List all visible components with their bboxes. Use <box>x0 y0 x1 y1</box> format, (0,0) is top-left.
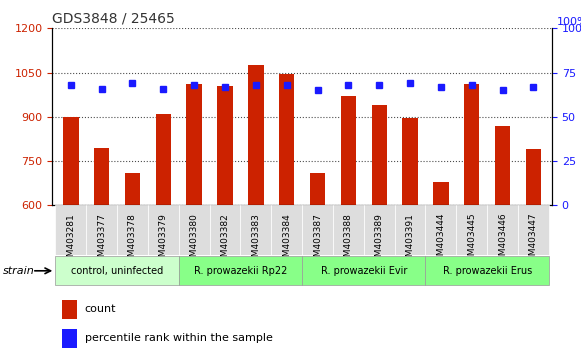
Text: GSM403445: GSM403445 <box>467 213 476 267</box>
Text: GSM403379: GSM403379 <box>159 213 168 268</box>
Bar <box>63 117 78 205</box>
FancyBboxPatch shape <box>425 205 456 255</box>
FancyBboxPatch shape <box>425 256 549 285</box>
Text: GSM403383: GSM403383 <box>252 213 260 268</box>
Text: count: count <box>85 304 116 314</box>
FancyBboxPatch shape <box>456 205 487 255</box>
FancyBboxPatch shape <box>148 205 179 255</box>
Text: GSM403382: GSM403382 <box>221 213 229 268</box>
Bar <box>156 114 171 205</box>
FancyBboxPatch shape <box>302 205 333 255</box>
Bar <box>125 173 140 205</box>
Bar <box>310 173 325 205</box>
Text: control, uninfected: control, uninfected <box>71 266 163 276</box>
Text: GSM403446: GSM403446 <box>498 213 507 267</box>
Bar <box>279 74 295 205</box>
Bar <box>248 65 264 205</box>
Text: 100%: 100% <box>557 17 581 27</box>
FancyBboxPatch shape <box>179 256 302 285</box>
FancyBboxPatch shape <box>86 205 117 255</box>
FancyBboxPatch shape <box>364 205 394 255</box>
FancyBboxPatch shape <box>210 205 241 255</box>
Text: R. prowazekii Rp22: R. prowazekii Rp22 <box>193 266 287 276</box>
Bar <box>403 118 418 205</box>
Bar <box>62 300 77 319</box>
Bar <box>217 86 233 205</box>
Text: GSM403388: GSM403388 <box>344 213 353 268</box>
FancyBboxPatch shape <box>394 205 425 255</box>
FancyBboxPatch shape <box>241 205 271 255</box>
FancyBboxPatch shape <box>518 205 549 255</box>
FancyBboxPatch shape <box>179 205 210 255</box>
Text: GSM403391: GSM403391 <box>406 213 415 268</box>
FancyBboxPatch shape <box>117 205 148 255</box>
Text: GSM403377: GSM403377 <box>97 213 106 268</box>
Bar <box>433 182 449 205</box>
Text: GSM403384: GSM403384 <box>282 213 291 268</box>
Text: R. prowazekii Evir: R. prowazekii Evir <box>321 266 407 276</box>
FancyBboxPatch shape <box>55 205 86 255</box>
Bar <box>526 149 541 205</box>
Bar <box>94 148 109 205</box>
Bar <box>187 84 202 205</box>
Text: GSM403444: GSM403444 <box>436 213 446 267</box>
Text: GDS3848 / 25465: GDS3848 / 25465 <box>52 12 175 26</box>
Bar <box>371 105 387 205</box>
Bar <box>495 126 510 205</box>
Text: R. prowazekii Erus: R. prowazekii Erus <box>443 266 532 276</box>
Text: strain: strain <box>3 266 35 276</box>
Text: GSM403389: GSM403389 <box>375 213 383 268</box>
Text: GSM403281: GSM403281 <box>66 213 76 268</box>
Bar <box>340 96 356 205</box>
Text: GSM403378: GSM403378 <box>128 213 137 268</box>
Bar <box>62 329 77 348</box>
FancyBboxPatch shape <box>333 205 364 255</box>
FancyBboxPatch shape <box>55 256 179 285</box>
FancyBboxPatch shape <box>487 205 518 255</box>
FancyBboxPatch shape <box>271 205 302 255</box>
Bar <box>464 84 479 205</box>
Text: percentile rank within the sample: percentile rank within the sample <box>85 333 272 343</box>
Text: GSM403380: GSM403380 <box>189 213 199 268</box>
Text: GSM403447: GSM403447 <box>529 213 538 267</box>
Text: GSM403387: GSM403387 <box>313 213 322 268</box>
FancyBboxPatch shape <box>302 256 425 285</box>
